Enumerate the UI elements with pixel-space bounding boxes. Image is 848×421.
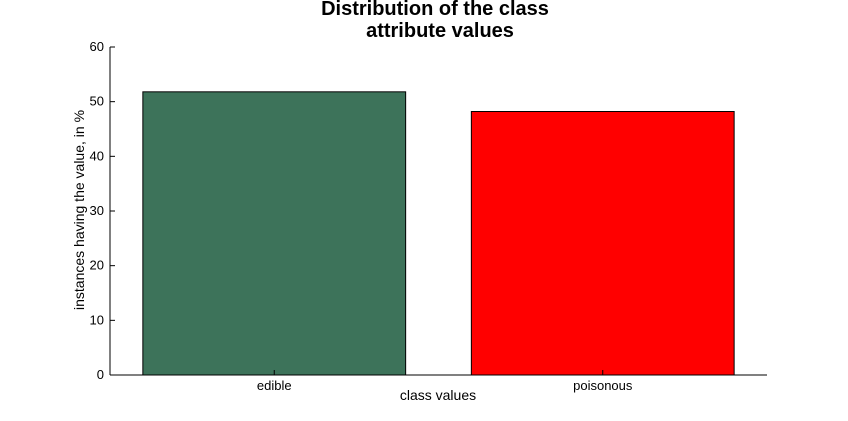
bar-poisonous: [470, 111, 735, 376]
bars: [142, 91, 735, 376]
chart-title-line-2: attribute values: [366, 20, 514, 42]
x-axis-label: class values: [400, 387, 476, 403]
x-tick-label: edible: [257, 378, 292, 393]
y-tick-label: 50: [90, 94, 104, 109]
chart-title: Distribution of the class attribute valu…: [321, 0, 549, 42]
x-tick-label: poisonous: [573, 378, 633, 393]
y-tick-label: 30: [90, 203, 104, 218]
y-tick-label: 0: [97, 367, 104, 382]
y-tick-label: 40: [90, 148, 104, 163]
chart-title-line-1: Distribution of the class: [321, 0, 549, 20]
y-axis-label: instances having the value, in %: [71, 110, 87, 310]
x-axis-ticks: edible poisonous: [257, 370, 633, 393]
y-axis-ticks: 0 10 20 30 40 50 60: [90, 39, 115, 382]
y-tick-label: 20: [90, 258, 104, 273]
y-tick-label: 60: [90, 39, 104, 54]
y-tick-label: 10: [90, 312, 104, 327]
bar-edible: [142, 91, 407, 376]
